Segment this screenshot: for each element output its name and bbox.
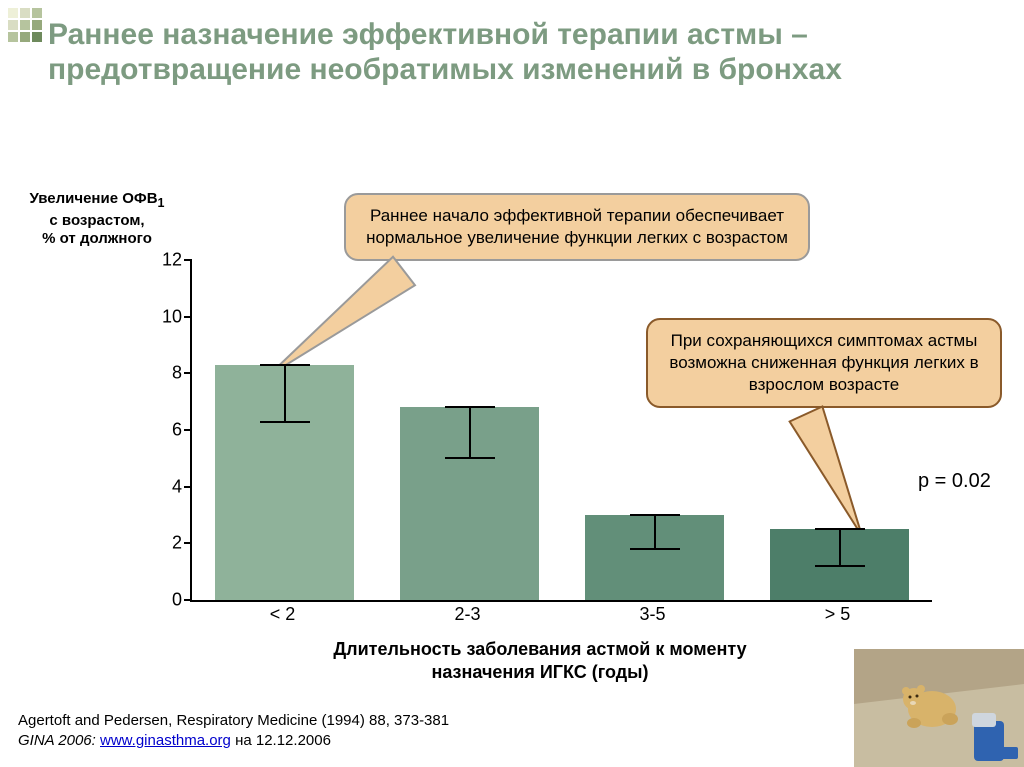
error-bar (284, 365, 286, 422)
slide-title: Раннее назначение эффективной терапии ас… (48, 18, 1004, 87)
callout-early-therapy: Раннее начало эффективной терапии обеспе… (344, 193, 810, 261)
error-cap (445, 406, 495, 408)
y-tick (184, 259, 192, 261)
corner-squares (8, 8, 42, 42)
y-axis-title: Увеличение ОФВ1 с возрастом, % от должно… (12, 190, 182, 249)
x-tick-label: > 5 (825, 604, 851, 625)
y-tick-label: 10 (154, 306, 182, 327)
x-tick-label: 3-5 (639, 604, 665, 625)
reference-2: GINA 2006: www.ginasthma.org на 12.12.20… (18, 731, 449, 751)
y-tick (184, 599, 192, 601)
y-tick (184, 486, 192, 488)
error-bar (469, 407, 471, 458)
error-cap (260, 364, 310, 366)
references: Agertoft and Pedersen, Respiratory Medic… (18, 711, 449, 752)
y-tick-label: 2 (154, 533, 182, 554)
y-tick-label: 8 (154, 363, 182, 384)
decorative-photo (854, 649, 1024, 767)
x-axis-title: Длительность заболевания астмой к момент… (280, 638, 800, 683)
error-cap (630, 514, 680, 516)
y-tick (184, 429, 192, 431)
reference-1: Agertoft and Pedersen, Respiratory Medic… (18, 711, 449, 731)
x-tick-label: 2-3 (454, 604, 480, 625)
error-cap (815, 528, 865, 530)
reference-link[interactable]: www.ginasthma.org (100, 732, 231, 749)
y-tick-label: 4 (154, 476, 182, 497)
y-tick-label: 0 (154, 590, 182, 611)
error-bar (654, 515, 656, 549)
y-tick-label: 6 (154, 420, 182, 441)
error-cap (260, 421, 310, 423)
error-cap (630, 548, 680, 550)
error-cap (445, 457, 495, 459)
error-cap (815, 565, 865, 567)
p-value: p = 0.02 (918, 470, 991, 493)
y-tick (184, 372, 192, 374)
y-tick (184, 316, 192, 318)
y-tick (184, 542, 192, 544)
y-tick-label: 12 (154, 250, 182, 271)
error-bar (839, 529, 841, 566)
bar-chart: 024681012 Длительность заболевания астмо… (150, 260, 930, 630)
x-tick-label: < 2 (270, 604, 296, 625)
